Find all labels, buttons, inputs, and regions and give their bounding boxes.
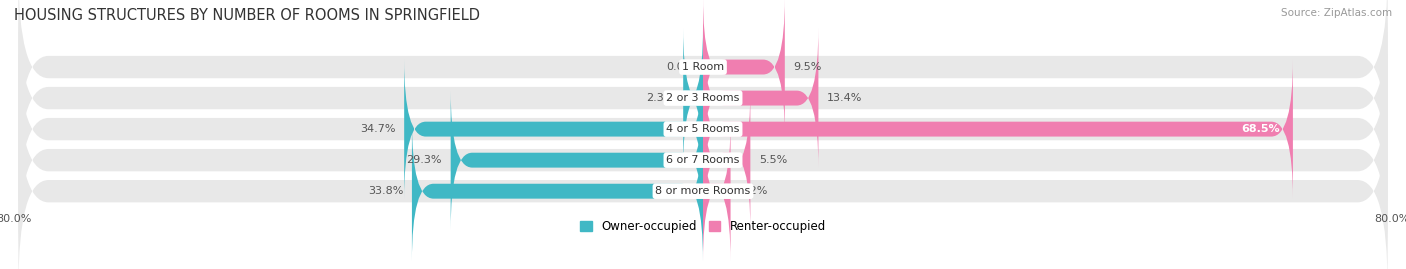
Text: 8 or more Rooms: 8 or more Rooms <box>655 186 751 196</box>
FancyBboxPatch shape <box>412 121 703 261</box>
Text: 33.8%: 33.8% <box>368 186 404 196</box>
FancyBboxPatch shape <box>682 28 704 168</box>
Text: 68.5%: 68.5% <box>1241 124 1279 134</box>
FancyBboxPatch shape <box>703 28 818 168</box>
FancyBboxPatch shape <box>451 90 703 230</box>
FancyBboxPatch shape <box>703 59 1294 199</box>
Text: 13.4%: 13.4% <box>827 93 862 103</box>
Text: 5.5%: 5.5% <box>759 155 787 165</box>
FancyBboxPatch shape <box>18 0 1388 165</box>
FancyBboxPatch shape <box>703 90 751 230</box>
FancyBboxPatch shape <box>404 59 703 199</box>
Legend: Owner-occupied, Renter-occupied: Owner-occupied, Renter-occupied <box>579 220 827 233</box>
Text: 6 or 7 Rooms: 6 or 7 Rooms <box>666 155 740 165</box>
Text: Source: ZipAtlas.com: Source: ZipAtlas.com <box>1281 8 1392 18</box>
Text: 34.7%: 34.7% <box>360 124 395 134</box>
Text: 2 or 3 Rooms: 2 or 3 Rooms <box>666 93 740 103</box>
Text: 9.5%: 9.5% <box>793 62 821 72</box>
FancyBboxPatch shape <box>18 94 1388 269</box>
Text: 0.0%: 0.0% <box>666 62 695 72</box>
FancyBboxPatch shape <box>703 121 731 261</box>
Text: 2.3%: 2.3% <box>647 93 675 103</box>
FancyBboxPatch shape <box>18 32 1388 226</box>
Text: 1 Room: 1 Room <box>682 62 724 72</box>
Text: 4 or 5 Rooms: 4 or 5 Rooms <box>666 124 740 134</box>
Text: HOUSING STRUCTURES BY NUMBER OF ROOMS IN SPRINGFIELD: HOUSING STRUCTURES BY NUMBER OF ROOMS IN… <box>14 8 479 23</box>
Text: 29.3%: 29.3% <box>406 155 441 165</box>
FancyBboxPatch shape <box>18 63 1388 258</box>
FancyBboxPatch shape <box>18 1 1388 196</box>
Text: 3.2%: 3.2% <box>740 186 768 196</box>
FancyBboxPatch shape <box>703 0 785 137</box>
